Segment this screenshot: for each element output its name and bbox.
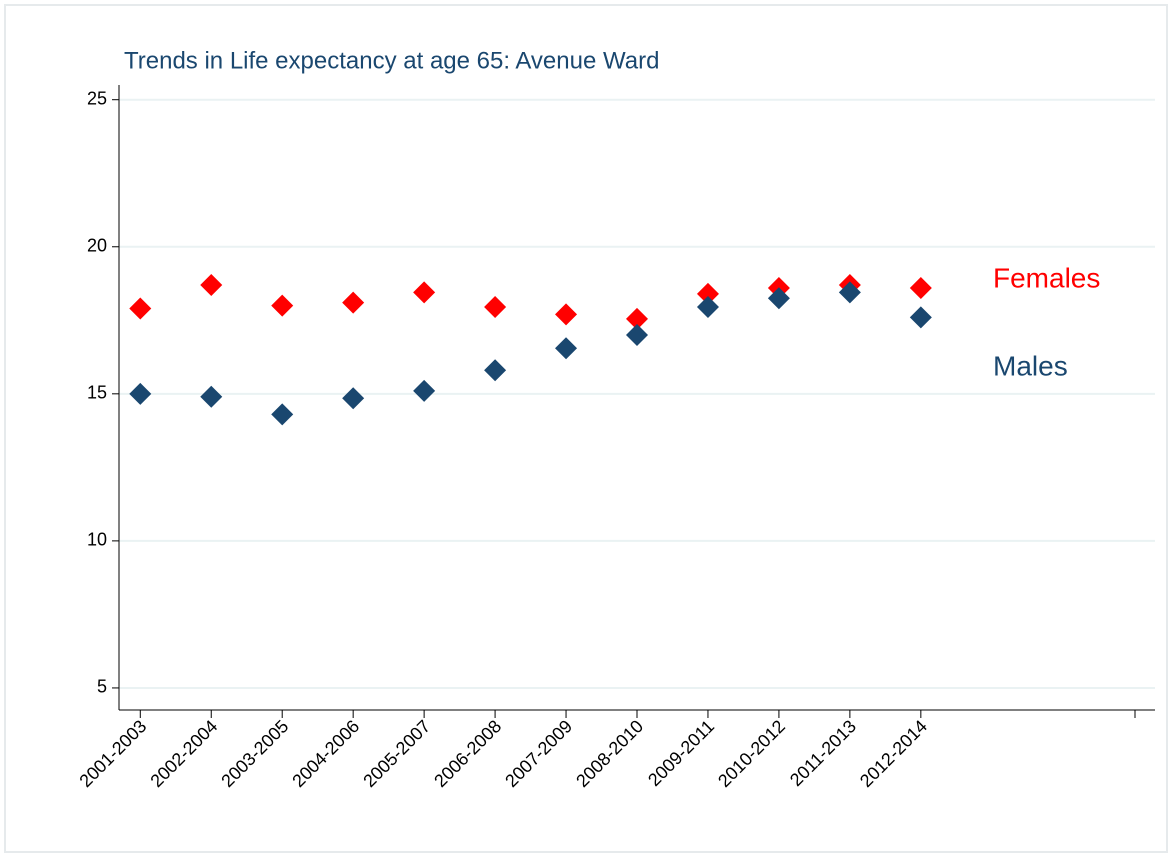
y-tick-label: 20 [87,236,107,256]
marker [413,281,436,304]
y-tick-label: 25 [87,88,107,108]
chart-frame [4,4,1168,853]
marker [909,306,932,329]
series-label: Females [993,262,1100,293]
y-tick-label: 15 [87,383,107,403]
marker [271,403,294,426]
marker [342,291,365,314]
marker [696,296,719,319]
marker [555,337,578,360]
marker [484,296,507,319]
marker [129,297,152,320]
chart-title: Trends in Life expectancy at age 65: Ave… [124,47,659,74]
series-label: Males [993,350,1068,381]
marker [484,359,507,382]
marker [626,307,648,330]
marker [129,382,152,405]
y-tick-label: 5 [97,677,107,697]
marker [413,379,436,402]
y-tick-label: 10 [87,530,107,550]
marker [767,287,790,310]
marker [200,385,223,408]
marker [555,303,578,326]
marker [838,281,861,304]
marker [271,294,294,317]
marker [342,387,365,410]
marker [909,276,932,299]
marker [696,282,719,305]
marker [626,324,648,346]
marker [200,274,223,296]
